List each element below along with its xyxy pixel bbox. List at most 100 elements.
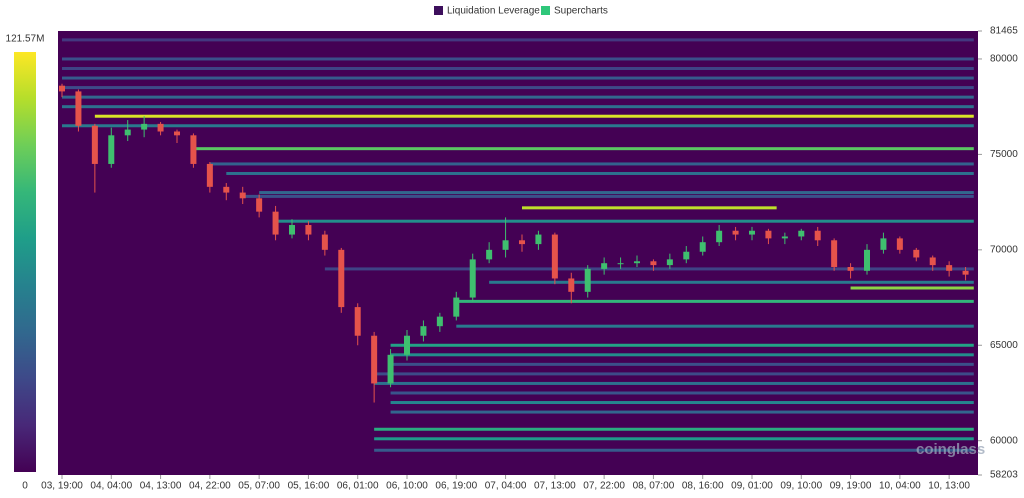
legend-swatch	[541, 6, 550, 15]
candle-body	[420, 326, 427, 336]
candle-body	[289, 225, 295, 235]
x-tick-label: 10, 04:00	[879, 481, 921, 492]
candle-body	[568, 278, 575, 292]
candle-body	[946, 265, 953, 271]
legend: Liquidation Leverage Supercharts	[434, 6, 608, 17]
candle-body	[141, 123, 148, 130]
candle-body	[486, 249, 493, 260]
x-tick-label: 06, 10:00	[386, 481, 428, 492]
candle-body	[124, 129, 131, 136]
x-tick-label: 06, 01:00	[337, 481, 379, 492]
candle-body	[157, 123, 164, 132]
colorbar	[14, 52, 36, 472]
candle-body	[880, 238, 887, 250]
liquidation-band	[374, 427, 974, 431]
x-tick-label: 08, 16:00	[682, 481, 724, 492]
candle-body	[223, 186, 230, 193]
y-tick-label: 81465	[990, 26, 1018, 37]
candle-body	[502, 240, 509, 250]
liquidation-band	[62, 105, 974, 109]
liquidation-band	[390, 343, 974, 347]
candle-body	[913, 249, 920, 258]
y-tick-label: 65000	[990, 340, 1018, 351]
x-tick-label: 07, 22:00	[583, 481, 625, 492]
x-tick-label: 09, 19:00	[830, 481, 872, 492]
legend-label: Supercharts	[554, 6, 608, 17]
liquidation-band	[456, 324, 974, 328]
candle-body	[272, 211, 279, 235]
candle-body	[519, 240, 525, 245]
candle-body	[321, 234, 328, 250]
candle-body	[338, 249, 345, 308]
y-tick-label: 58203	[990, 470, 1018, 481]
candle-body	[453, 297, 460, 317]
x-tick-label: 05, 16:00	[288, 481, 330, 492]
x-tick-label: 03, 19:00	[41, 481, 83, 492]
x-tick-label: 04, 22:00	[189, 481, 231, 492]
candle-body	[190, 135, 197, 164]
candle-body	[256, 198, 263, 212]
liquidation-band	[456, 299, 974, 303]
liquidation-band	[850, 286, 974, 290]
candle-body	[354, 307, 361, 336]
candle-body	[781, 236, 788, 239]
candle-body	[617, 263, 624, 265]
liquidation-band	[62, 86, 974, 90]
candle-body	[962, 270, 969, 275]
candle-body	[206, 163, 213, 187]
candle-body	[584, 268, 591, 292]
candle-body	[814, 230, 821, 241]
candle-body	[436, 316, 443, 327]
watermark: coinglass	[916, 441, 985, 458]
x-tick-label: 07, 04:00	[485, 481, 527, 492]
candle-body	[469, 259, 476, 298]
candle-body	[749, 230, 755, 235]
y-tick-label: 60000	[990, 435, 1018, 446]
candle-body	[683, 251, 690, 260]
liquidation-band	[324, 267, 974, 271]
candle-body	[601, 263, 608, 269]
y-tick-label: 70000	[990, 244, 1018, 255]
candle-body	[699, 242, 706, 252]
y-tick-label: 75000	[990, 149, 1018, 160]
liquidation-band	[94, 114, 974, 118]
candle-body	[59, 85, 65, 92]
legend-swatch	[434, 6, 443, 15]
candle-body	[666, 259, 673, 266]
candle-body	[535, 234, 542, 245]
x-tick-label: 10, 13:00	[928, 481, 970, 492]
candle-body	[732, 230, 739, 235]
candle-body	[108, 135, 115, 164]
candle-body	[305, 225, 312, 235]
x-tick-label: 08, 07:00	[633, 481, 675, 492]
x-tick-label: 04, 04:00	[90, 481, 132, 492]
candle-body	[864, 249, 870, 271]
candle-body	[896, 238, 903, 250]
liquidation-band	[62, 124, 974, 128]
candle-body	[831, 240, 838, 268]
candle-body	[847, 267, 854, 271]
x-tick-label: 06, 19:00	[435, 481, 477, 492]
liquidation-band	[226, 171, 974, 175]
y-tick-label: 80000	[990, 54, 1018, 65]
liquidation-band	[390, 362, 974, 366]
candle-body	[650, 261, 657, 266]
liquidation-band	[522, 206, 777, 210]
liquidation-band	[259, 191, 974, 195]
plot-area	[58, 31, 978, 475]
candle-body	[387, 354, 394, 384]
heatmap-background	[58, 31, 978, 475]
liquidation-band	[374, 437, 974, 441]
liquidation-band	[62, 95, 974, 99]
x-tick-label: 09, 10:00	[780, 481, 822, 492]
liquidation-band	[209, 162, 974, 166]
colorbar-label: 121.57M	[6, 34, 45, 45]
x-tick-label: 09, 01:00	[731, 481, 773, 492]
candle-body	[798, 230, 805, 237]
liquidation-band	[193, 147, 974, 151]
candle-body	[371, 335, 378, 384]
liquidation-band	[390, 410, 974, 414]
liquidation-band	[275, 219, 974, 223]
candle-body	[634, 261, 640, 264]
